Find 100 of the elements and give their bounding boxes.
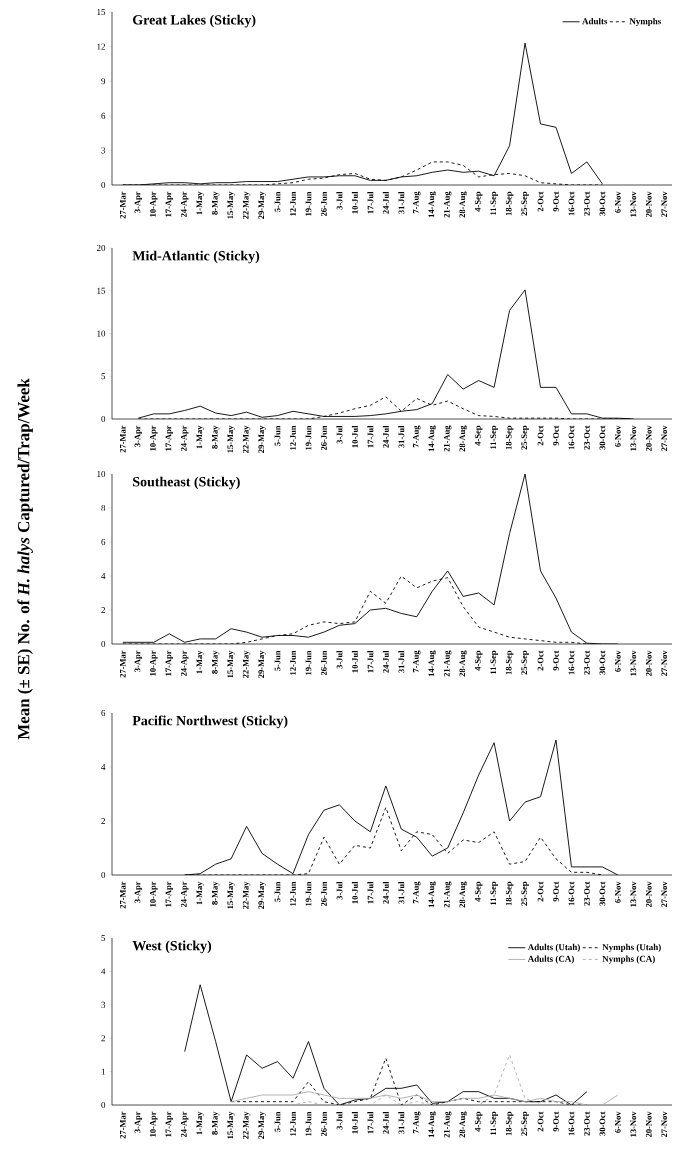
x-tick-label: 31-Jul [398, 425, 405, 448]
chart-title: Southeast (Sticky) [133, 476, 240, 490]
x-tick-label: 7-Aug [413, 1111, 421, 1134]
x-tick-label: 31-Jul [398, 650, 405, 673]
x-tick-label: 8-May [211, 191, 220, 215]
x-tick-label: 26-Jun [321, 881, 327, 907]
x-tick-label: 9-Oct [553, 1111, 559, 1132]
x-tick-label: 10-Apr [150, 1111, 158, 1137]
x-tick-label: 31-Jul [398, 881, 405, 904]
x-tick-label: 5-Jun [274, 881, 281, 902]
x-tick-label: 16-Oct [568, 650, 575, 675]
y-tick-label: 1 [101, 1068, 105, 1075]
y-tick-label: 6 [101, 710, 106, 717]
x-tick-label: 10-Jul [351, 425, 358, 448]
legend-label: Adults (Utah) [527, 943, 580, 952]
x-tick-label: 30-Oct [599, 191, 606, 216]
x-tick-label: 17-Jul [367, 191, 374, 214]
x-tick-label: 17-Jul [367, 1111, 374, 1134]
x-tick-label: 30-Oct [599, 650, 606, 675]
x-tick-label: 6-Nov [615, 425, 621, 447]
y-tick-label: 0 [101, 871, 106, 879]
x-tick-label: 12-Jun [290, 191, 296, 216]
x-tick-label: 26-Jun [321, 650, 327, 676]
x-tick-label: 24-Apr [181, 881, 189, 908]
x-tick-label: 14-Aug [428, 425, 436, 452]
x-tick-label: 24-Apr [181, 191, 189, 218]
x-tick-label: 28-Aug [459, 1111, 467, 1138]
x-tick-label: 13-Nov [630, 191, 637, 217]
x-tick-label: 25-Sep [521, 881, 529, 906]
x-tick-label: 20-Nov [645, 650, 652, 677]
y-axis-title: Mean (± SE) No. of H. halys Captured/Trap/Week [17, 378, 33, 740]
x-tick-label: 30-Oct [599, 425, 606, 450]
x-tick-label: 10-Apr [150, 191, 158, 217]
legend-label: Adults (CA) [527, 955, 574, 964]
x-tick-label: 30-Oct [599, 881, 606, 906]
x-tick-label: 25-Sep [521, 191, 529, 216]
x-tick-label: 17-Apr [165, 1111, 173, 1137]
x-tick-label: 26-Jun [321, 1111, 327, 1137]
y-tick-label: 20 [96, 244, 106, 252]
y-tick-label: 0 [101, 415, 106, 423]
x-tick-label: 24-Apr [181, 425, 189, 452]
x-tick-label: 14-Aug [428, 191, 436, 218]
y-tick-label: 2 [101, 1035, 105, 1042]
x-tick-label: 16-Oct [568, 191, 575, 216]
x-tick-label: 17-Jul [367, 650, 374, 673]
y-tick-label: 0 [101, 640, 106, 648]
x-tick-label: 25-Sep [521, 425, 529, 450]
x-tick-label: 24-Jul [382, 650, 389, 673]
y-tick-label: 8 [101, 504, 106, 512]
x-tick-label: 8-May [211, 1111, 220, 1135]
x-tick-label: 9-Oct [553, 881, 559, 902]
x-tick-label: 3-Apr [134, 1111, 142, 1133]
x-tick-label: 14-Aug [428, 650, 436, 677]
x-tick-label: 4-Sep [474, 191, 483, 212]
x-tick-label: 9-Oct [553, 425, 559, 446]
x-tick-label: 9-Oct [553, 650, 559, 671]
x-tick-label: 10-Jul [351, 881, 358, 904]
y-tick-label: 6 [101, 112, 106, 119]
x-tick-label: 11-Sep [490, 650, 498, 674]
x-tick-label: 15-May [227, 1111, 235, 1139]
x-tick-label: 17-Apr [165, 650, 173, 676]
legend-label: Nymphs (CA) [602, 955, 655, 964]
x-tick-label: 6-Nov [615, 881, 621, 903]
x-tick-label: 28-Aug [459, 881, 467, 908]
x-tick-label: 23-Oct [584, 425, 590, 450]
x-tick-label: 14-Aug [428, 881, 436, 908]
x-tick-label: 15-May [227, 425, 235, 453]
x-tick-label: 4-Sep [474, 650, 483, 671]
x-tick-label: 24-Apr [181, 650, 189, 677]
x-tick-label: 22-May [242, 881, 251, 909]
y-tick-label: 15 [97, 287, 106, 294]
x-tick-label: 11-Sep [490, 425, 498, 449]
x-tick-label: 18-Sep [505, 881, 514, 906]
x-tick-label: 20-Nov [645, 881, 652, 908]
x-tick-label: 3-Jul [336, 881, 343, 900]
y-tick-label: 3 [101, 147, 106, 154]
x-tick-label: 7-Aug [413, 650, 421, 673]
y-tick-label: 10 [97, 470, 106, 478]
y-tick-label: 4 [101, 764, 106, 770]
x-tick-label: 19-Jun [305, 191, 312, 216]
x-tick-label: 21-Aug [443, 881, 452, 908]
x-tick-label: 23-Oct [584, 650, 590, 675]
x-tick-label: 23-Oct [584, 881, 590, 906]
y-tick-label: 9 [101, 78, 106, 85]
x-tick-label: 18-Sep [505, 425, 514, 450]
x-tick-label: 1-May [196, 881, 204, 905]
x-tick-label: 3-Apr [134, 191, 142, 213]
x-tick-label: 4-Sep [474, 881, 483, 902]
x-tick-label: 10-Apr [150, 425, 158, 451]
x-tick-label: 3-Jul [336, 191, 343, 210]
x-tick-label: 23-Oct [584, 1111, 590, 1136]
x-tick-label: 13-Nov [630, 425, 637, 451]
y-tick-label: 5 [101, 935, 106, 941]
x-tick-label: 29-May [258, 191, 266, 219]
x-tick-label: 27-Mar [119, 425, 126, 453]
x-tick-label: 15-May [227, 650, 235, 678]
x-tick-label: 19-Jun [305, 881, 312, 906]
x-tick-label: 2-Oct [537, 191, 544, 212]
x-tick-label: 11-Sep [490, 881, 498, 905]
x-tick-label: 24-Jul [382, 1111, 389, 1134]
